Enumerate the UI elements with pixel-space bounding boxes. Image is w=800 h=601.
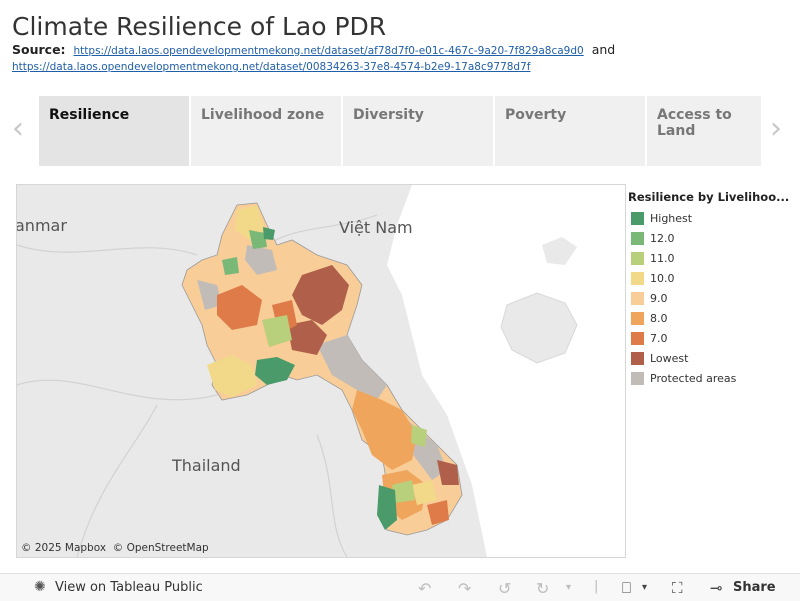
story-tabs: Resilience Livelihood zone Diversity Pov… — [39, 96, 761, 166]
zone-12[interactable] — [249, 230, 267, 249]
tableau-icon: ✺ — [34, 579, 46, 595]
zone-8[interactable] — [352, 390, 417, 470]
zone-lowest[interactable] — [292, 265, 349, 325]
tab-livelihood-zone[interactable]: Livelihood zone — [191, 96, 341, 166]
zone-highest[interactable] — [377, 485, 397, 530]
legend-item[interactable]: 7.0 — [628, 328, 798, 348]
revert-icon[interactable]: ↺ — [498, 579, 512, 598]
page-title: Climate Resilience of Lao PDR — [12, 12, 387, 41]
sea-area — [387, 185, 625, 557]
source-link-2[interactable]: https://data.laos.opendevelopmentmekong.… — [12, 61, 531, 73]
legend-item[interactable]: 8.0 — [628, 308, 798, 328]
legend-swatch — [631, 271, 644, 285]
zone-12[interactable] — [222, 257, 239, 275]
legend-swatch — [631, 351, 644, 365]
legend-swatch — [631, 311, 644, 325]
place-label-vietnam: Việt Nam — [339, 218, 413, 237]
zone-lowest[interactable] — [437, 460, 459, 485]
protected-area[interactable] — [197, 280, 222, 310]
legend-swatch — [631, 371, 644, 385]
tab-resilience[interactable]: Resilience — [39, 96, 189, 166]
legend-swatch — [631, 291, 644, 305]
legend-label: 10.0 — [650, 271, 675, 285]
hainan-island — [500, 292, 578, 364]
legend-item[interactable]: 10.0 — [628, 268, 798, 288]
zone-11[interactable] — [411, 425, 427, 447]
legend-label: Protected areas — [650, 371, 737, 385]
legend-label: 7.0 — [650, 331, 668, 345]
protected-area[interactable] — [245, 245, 277, 275]
redo-icon[interactable]: ↷ — [458, 579, 472, 598]
protected-area[interactable] — [317, 335, 387, 400]
zone-highest[interactable] — [255, 357, 295, 385]
refresh-icon[interactable]: ↻ — [536, 579, 550, 598]
legend-title: Resilience by Livelihoo... — [628, 190, 790, 204]
toolbar-divider: | — [594, 579, 599, 594]
zone-highest[interactable] — [263, 227, 275, 240]
prev-arrow-icon[interactable]: ‹ — [12, 111, 24, 146]
osm-attribution[interactable]: © OpenStreetMap — [112, 542, 209, 554]
legend-swatch — [631, 331, 644, 345]
legend-item[interactable]: Lowest — [628, 348, 798, 368]
next-arrow-icon[interactable]: › — [770, 111, 782, 146]
place-label-myanmar: anmar — [17, 216, 67, 235]
legend-swatch — [631, 231, 644, 245]
source-link-1[interactable]: https://data.laos.opendevelopmentmekong.… — [73, 45, 584, 57]
source-label: Source — [12, 42, 61, 57]
source-and: and — [591, 42, 616, 57]
legend-label: 8.0 — [650, 311, 668, 325]
zone-10[interactable] — [207, 355, 257, 397]
fullscreen-icon[interactable]: ⛶ — [672, 579, 683, 597]
zone-7[interactable] — [217, 285, 262, 330]
legend: Resilience by Livelihoo... Highest 12.0 11… — [628, 190, 798, 388]
island — [542, 237, 577, 265]
tab-access-to-land[interactable]: Access to Land — [647, 96, 761, 166]
tab-poverty[interactable]: Poverty — [495, 96, 645, 166]
zone-10[interactable] — [412, 480, 437, 505]
legend-label: Lowest — [650, 351, 689, 365]
map-attribution: © 2025 Mapbox © OpenStreetMap — [21, 542, 209, 554]
tableau-toolbar: ✺ View on Tableau Public ↶ ↷ ↺ ↻ ▾ | ⎕ ▾… — [0, 573, 800, 601]
undo-icon[interactable]: ↶ — [418, 579, 432, 598]
zone-11[interactable] — [392, 480, 415, 503]
legend-label: 11.0 — [650, 251, 675, 265]
legend-item[interactable]: 11.0 — [628, 248, 798, 268]
zone-11[interactable] — [262, 315, 292, 347]
view-on-tableau-link[interactable]: View on Tableau Public — [55, 580, 203, 595]
legend-item[interactable]: 12.0 — [628, 228, 798, 248]
legend-label: 12.0 — [650, 231, 675, 245]
share-button[interactable]: Share — [733, 580, 776, 595]
admin-borders — [17, 214, 378, 557]
legend-label: Highest — [650, 211, 693, 225]
download-dropdown-icon[interactable]: ▾ — [642, 582, 648, 593]
zone-7[interactable] — [427, 500, 449, 525]
refresh-dropdown-icon[interactable]: ▾ — [566, 582, 572, 593]
legend-label: 9.0 — [650, 291, 668, 305]
place-label-thailand: Thailand — [171, 456, 241, 475]
tab-diversity[interactable]: Diversity — [343, 96, 493, 166]
legend-item[interactable]: 9.0 — [628, 288, 798, 308]
source-line: Source: https://data.laos.opendevelopmen… — [12, 42, 616, 73]
legend-swatch — [631, 211, 644, 225]
map-canvas[interactable]: anmar Việt Nam Thailand — [17, 185, 625, 557]
legend-swatch — [631, 251, 644, 265]
download-icon[interactable]: ⎕ — [622, 579, 632, 597]
legend-item[interactable]: Protected areas — [628, 368, 798, 388]
zone-10[interactable] — [235, 205, 265, 240]
share-icon[interactable]: ⊸ — [710, 579, 723, 597]
zone-lowest[interactable] — [287, 320, 327, 355]
map-view[interactable]: anmar Việt Nam Thailand © 2025 Mapbox © … — [16, 184, 626, 558]
legend-item[interactable]: Highest — [628, 208, 798, 228]
mapbox-attribution[interactable]: © 2025 Mapbox — [21, 542, 107, 554]
